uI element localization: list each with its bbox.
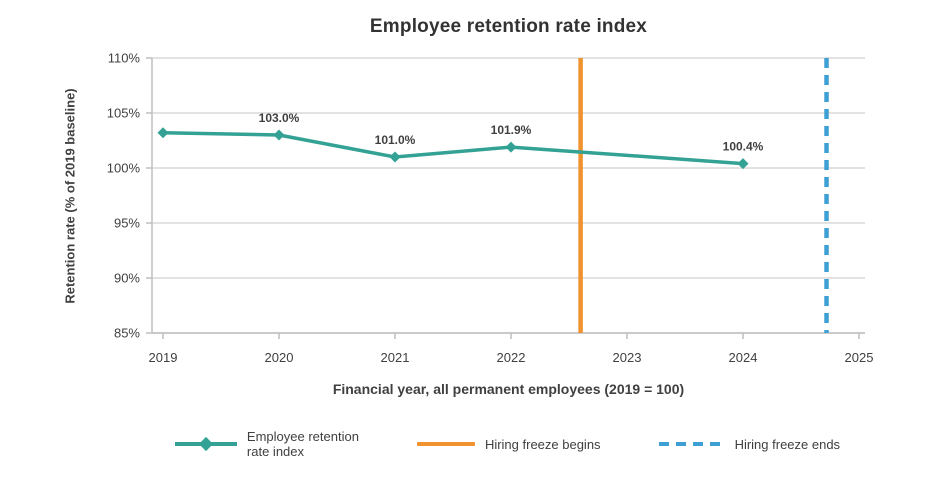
x-tick-label: 2023 — [613, 350, 642, 365]
data-point-marker — [157, 127, 169, 139]
legend-item-vline-solid: Hiring freeze begins — [416, 436, 601, 452]
data-label: 100.4% — [723, 140, 764, 154]
blue-dashed-line-icon — [658, 442, 725, 446]
data-label: 101.9% — [491, 123, 532, 137]
data-label: 101.0% — [375, 133, 416, 147]
data-point-marker — [505, 141, 517, 153]
x-tick-label: 2025 — [845, 350, 874, 365]
y-tick-label: 105% — [107, 106, 141, 121]
data-point-marker — [389, 151, 401, 163]
series-line — [161, 131, 745, 166]
legend-series-label-line1: Employee retention — [246, 429, 359, 444]
y-tick-label: 110% — [108, 51, 141, 66]
y-tick-label: 90% — [114, 271, 140, 286]
data-label: 103.0% — [259, 111, 300, 125]
data-point-marker — [737, 158, 749, 170]
legend-series-label-line2: rate index — [246, 444, 305, 459]
x-tick-label: 2020 — [265, 350, 294, 365]
y-tick-label: 100% — [107, 161, 141, 176]
x-tick-label: 2019 — [149, 350, 178, 365]
legend-series-label: Employee retention rate index — [247, 429, 359, 459]
chart-title: Employee retention rate index — [369, 16, 648, 37]
y-tick-label: 85% — [114, 326, 140, 341]
orange-line-icon — [416, 442, 475, 446]
y-tick-label: 95% — [114, 216, 140, 231]
legend: Employee retention rate index Hiring fre… — [140, 418, 875, 470]
legend-vline-solid-label: Hiring freeze begins — [484, 436, 601, 452]
data-point-marker — [273, 129, 285, 141]
x-axis-title: Financial year, all permanent employees … — [332, 381, 685, 397]
legend-vline-dashed-label: Hiring freeze ends — [734, 436, 841, 452]
x-tick-label: 2021 — [381, 350, 410, 365]
series-line-marker-icon — [174, 436, 237, 452]
diamond-marker-icon — [198, 436, 213, 452]
x-tick-label: 2024 — [729, 350, 758, 365]
legend-item-series: Employee retention rate index — [174, 429, 359, 459]
x-tick-label: 2022 — [497, 350, 526, 365]
legend-item-vline-dashed: Hiring freeze ends — [658, 436, 841, 452]
